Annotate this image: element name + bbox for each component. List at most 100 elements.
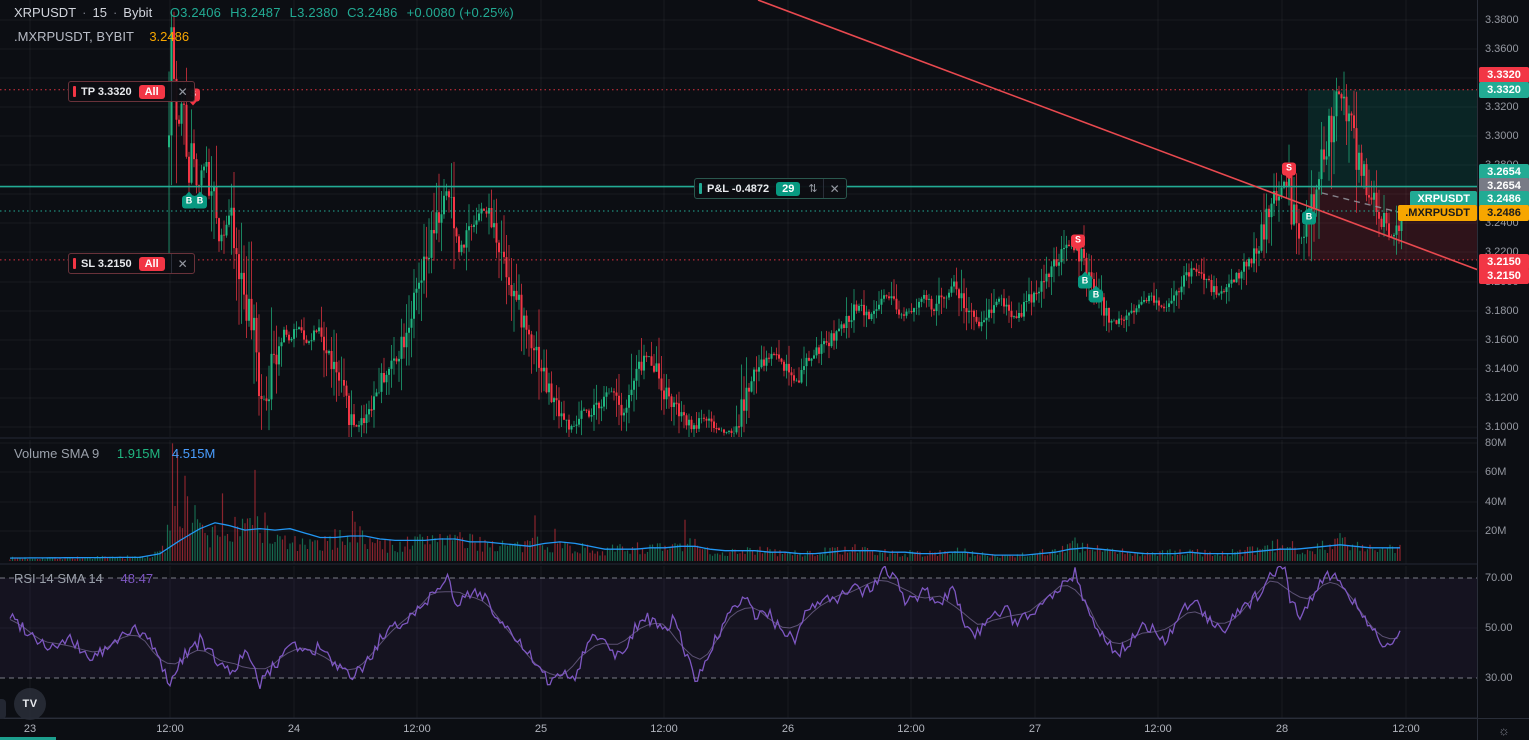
change-value: +0.0080 (+0.25%) bbox=[406, 5, 514, 20]
rsi-sma-line bbox=[9, 579, 1398, 677]
svg-text:S: S bbox=[1075, 235, 1081, 245]
svg-text:B: B bbox=[197, 196, 204, 206]
rsi-tick: 50.00 bbox=[1485, 622, 1513, 634]
buy-marker[interactable]: B bbox=[182, 191, 196, 209]
long-position-tool[interactable] bbox=[1308, 89, 1477, 260]
svg-text:B: B bbox=[1093, 290, 1100, 300]
bottom-progress-strip bbox=[0, 737, 56, 740]
theme-toggle[interactable]: ☼ bbox=[1477, 719, 1529, 740]
sl-order-text: SL 3.2150 bbox=[81, 257, 132, 270]
sun-icon[interactable]: ☼ bbox=[1498, 722, 1510, 738]
volume-legend[interactable]: Volume SMA 9 1.915M 4.515M bbox=[14, 446, 215, 461]
volume-indicator-label[interactable]: Volume SMA 9 bbox=[14, 446, 100, 461]
header-separator: · bbox=[82, 5, 87, 20]
reverse-position-icon[interactable]: ⇅ bbox=[808, 183, 818, 195]
price-tick: 3.1200 bbox=[1485, 392, 1519, 404]
volume-sma-value: 4.515M bbox=[171, 446, 216, 461]
price-badge[interactable]: 3.2654 bbox=[1479, 164, 1529, 180]
rsi-tick: 30.00 bbox=[1485, 672, 1513, 684]
time-tick: 24 bbox=[287, 723, 301, 735]
sl-close-icon[interactable]: ✕ bbox=[177, 256, 188, 271]
time-tick: 12:00 bbox=[650, 723, 678, 735]
high-value: H3.2487 bbox=[230, 5, 281, 20]
price-tick: 3.1800 bbox=[1485, 305, 1519, 317]
tp-order-text: TP 3.3320 bbox=[81, 85, 132, 98]
exchange-label[interactable]: Bybit bbox=[123, 5, 153, 20]
sl-order-label[interactable]: SL 3.2150 All ✕ bbox=[68, 253, 195, 274]
price-axis[interactable]: 3.38003.36003.34003.32003.30003.28003.26… bbox=[1477, 0, 1529, 740]
volume-value: 1.915M bbox=[116, 446, 161, 461]
ohlc-readout: O3.2406 H3.2487 L3.2380 C3.2486 +0.0080 (+0.… bbox=[170, 5, 523, 20]
sell-marker[interactable]: S bbox=[1282, 162, 1296, 180]
rsi-pane bbox=[0, 577, 1477, 679]
symbol-price-label[interactable]: XRPUSDT bbox=[1410, 191, 1477, 207]
price-badge[interactable]: 3.3320 bbox=[1479, 67, 1529, 83]
rsi-indicator-label[interactable]: RSI 14 SMA 14 bbox=[14, 571, 103, 586]
tradingview-logo[interactable]: TV bbox=[14, 688, 46, 720]
price-tick: 3.3600 bbox=[1485, 43, 1519, 55]
price-badge[interactable]: 3.2486 bbox=[1479, 205, 1529, 221]
sell-marker[interactable]: S bbox=[1071, 234, 1085, 252]
buy-marker[interactable]: B bbox=[193, 191, 207, 209]
price-tick: 3.1600 bbox=[1485, 334, 1519, 346]
pnl-divider bbox=[822, 179, 824, 198]
chart-canvas[interactable]: SBBSBBSB bbox=[0, 0, 1477, 740]
rsi-legend[interactable]: RSI 14 SMA 14 48.47 bbox=[14, 571, 153, 586]
left-edge-handle[interactable] bbox=[0, 699, 6, 719]
price-badge[interactable]: 3.2150 bbox=[1479, 254, 1529, 270]
rsi-value: 48.47 bbox=[120, 571, 154, 586]
symbol-header[interactable]: XRPUSDT · 15 · Bybit O3.2406 H3.2487 L3.2380 C3… bbox=[14, 5, 523, 20]
volume-tick: 80M bbox=[1485, 437, 1507, 449]
time-tick: 12:00 bbox=[1144, 723, 1172, 735]
sub-symbol-header[interactable]: .MXRPUSDT, BYBIT 3.2486 bbox=[14, 29, 189, 44]
symbol-price-label[interactable]: .MXRPUSDT bbox=[1398, 205, 1477, 221]
volume-tick: 20M bbox=[1485, 525, 1507, 537]
trendline[interactable] bbox=[757, 0, 1477, 271]
tp-divider bbox=[170, 82, 172, 101]
price-badge[interactable]: 3.2654 bbox=[1479, 178, 1529, 194]
time-tick: 26 bbox=[781, 723, 795, 735]
tp-order-label[interactable]: TP 3.3320 All ✕ bbox=[68, 81, 195, 102]
close-value: C3.2486 bbox=[347, 5, 398, 20]
svg-text:S: S bbox=[1286, 163, 1292, 173]
price-badge[interactable]: 3.2150 bbox=[1479, 268, 1529, 284]
pnl-close-icon[interactable]: ✕ bbox=[829, 181, 840, 196]
interval-label[interactable]: 15 bbox=[92, 5, 107, 20]
time-tick: 12:00 bbox=[403, 723, 431, 735]
low-value: L3.2380 bbox=[289, 5, 339, 20]
pnl-text: P&L -0.4872 bbox=[707, 182, 770, 195]
sub-symbol-price: 3.2486 bbox=[149, 29, 190, 44]
price-badge[interactable]: 3.3320 bbox=[1479, 82, 1529, 98]
time-axis[interactable]: ☼ 23 12:00 24 12:00 25 12:00 26 12:00 27 12:00 28 1… bbox=[0, 718, 1529, 740]
symbol-name[interactable]: XRPUSDT bbox=[14, 5, 77, 20]
tp-close-icon[interactable]: ✕ bbox=[177, 84, 188, 99]
time-tick: 25 bbox=[534, 723, 548, 735]
price-tick: 3.1000 bbox=[1485, 421, 1519, 433]
rsi-line bbox=[9, 566, 1401, 689]
sl-line-stub bbox=[73, 258, 76, 269]
avg-price-dashed-line[interactable] bbox=[1321, 192, 1411, 216]
time-tick: 12:00 bbox=[1392, 723, 1420, 735]
time-tick: 12:00 bbox=[156, 723, 184, 735]
volume-tick: 40M bbox=[1485, 496, 1507, 508]
sub-symbol-name[interactable]: .MXRPUSDT, BYBIT bbox=[14, 29, 134, 44]
svg-text:B: B bbox=[186, 196, 193, 206]
price-tick: 3.1400 bbox=[1485, 363, 1519, 375]
buy-marker[interactable]: B bbox=[1302, 207, 1316, 225]
tradingview-logo-glyph: TV bbox=[22, 698, 38, 710]
pnl-position-label[interactable]: P&L -0.4872 29 ⇅ ✕ bbox=[694, 178, 847, 199]
time-tick: 27 bbox=[1028, 723, 1042, 735]
price-badge[interactable]: 3.2486 bbox=[1479, 191, 1529, 207]
volume-sma-line bbox=[9, 522, 1400, 559]
volume-bars-group bbox=[9, 443, 1401, 561]
tp-line-stub bbox=[73, 86, 76, 97]
buy-marker[interactable]: B bbox=[1089, 285, 1103, 303]
sl-qty-badge[interactable]: All bbox=[138, 256, 165, 271]
candles-group bbox=[168, 10, 1403, 437]
tp-qty-badge[interactable]: All bbox=[138, 84, 165, 99]
pnl-qty-badge[interactable]: 29 bbox=[776, 181, 801, 196]
sl-divider bbox=[170, 254, 172, 273]
pnl-line-stub bbox=[699, 183, 702, 194]
time-tick: 12:00 bbox=[897, 723, 925, 735]
buy-marker[interactable]: B bbox=[1078, 271, 1092, 289]
